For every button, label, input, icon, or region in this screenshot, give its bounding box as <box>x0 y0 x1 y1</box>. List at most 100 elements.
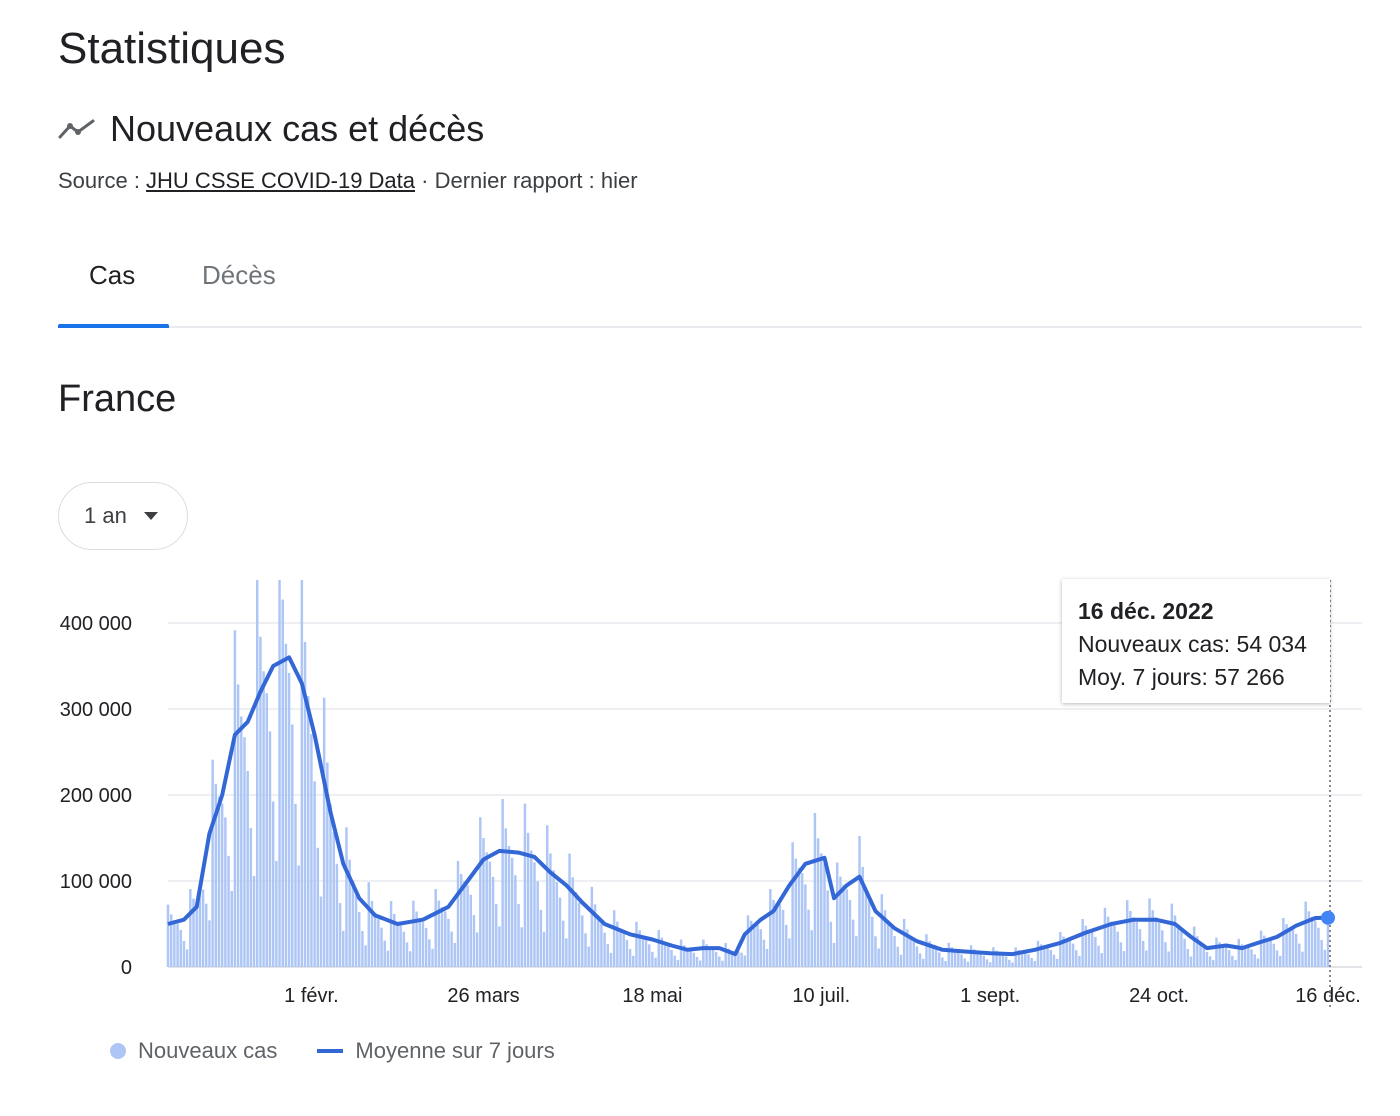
case-bar <box>198 892 202 967</box>
case-bar <box>249 828 253 967</box>
case-bar <box>587 946 590 967</box>
case-bar <box>236 684 240 967</box>
case-bar <box>692 952 696 967</box>
case-bar <box>361 931 364 967</box>
case-bar <box>867 900 871 967</box>
case-bar <box>262 671 265 967</box>
case-bar <box>402 931 406 967</box>
case-bar <box>1049 949 1052 967</box>
case-bar <box>785 924 788 967</box>
case-bar <box>1240 944 1244 967</box>
case-bar <box>345 827 348 967</box>
case-bar <box>976 951 979 967</box>
case-bar <box>944 961 947 967</box>
source-link[interactable]: JHU CSSE COVID-19 Data <box>146 168 416 193</box>
case-bar <box>220 803 224 967</box>
hover-point <box>1321 910 1335 925</box>
cases-chart[interactable]: 0 100 000 200 000 300 000 400 000 1 févr. 26 … <box>0 560 1400 1010</box>
case-bar <box>1180 931 1183 967</box>
case-bar <box>950 947 954 967</box>
case-bar <box>1036 940 1040 967</box>
case-bar <box>874 936 877 967</box>
case-bar <box>966 961 970 967</box>
x-tick-label: 1 févr. <box>284 985 338 1007</box>
case-bar <box>510 857 514 967</box>
case-bar <box>826 890 829 967</box>
case-bar <box>405 942 409 967</box>
case-bar <box>342 930 345 967</box>
case-bar <box>577 902 581 967</box>
case-bar <box>880 894 884 967</box>
case-bar <box>306 696 310 967</box>
case-bar <box>1008 959 1011 967</box>
legend-cases-swatch <box>110 1043 126 1059</box>
case-bar <box>1141 940 1145 967</box>
case-bar <box>1125 900 1129 967</box>
case-bar <box>749 920 753 967</box>
case-bar <box>1135 922 1139 967</box>
range-dropdown[interactable]: 1 an <box>58 482 188 550</box>
case-bar <box>1272 943 1276 967</box>
case-bar <box>1196 936 1199 967</box>
case-bar <box>424 927 428 967</box>
source-line: Source : JHU CSSE COVID-19 Data · Dernie… <box>58 168 638 194</box>
case-bar <box>1208 956 1212 967</box>
source-label: Source : <box>58 168 147 193</box>
y-tick-label: 100 000 <box>60 871 132 893</box>
case-bar <box>214 783 218 967</box>
case-bar <box>322 697 326 967</box>
case-bar <box>1170 903 1174 967</box>
legend-average-swatch <box>317 1049 344 1053</box>
case-bar <box>1215 937 1218 967</box>
case-bar <box>896 946 900 967</box>
case-bar <box>1017 950 1021 967</box>
case-bar <box>727 948 731 967</box>
case-bar <box>1164 942 1167 967</box>
case-bar <box>606 944 610 967</box>
case-bar <box>444 911 447 967</box>
case-bar <box>1087 929 1091 967</box>
case-bar <box>858 836 861 967</box>
case-bar <box>906 929 909 967</box>
case-bar <box>421 922 425 967</box>
case-bar <box>746 915 750 967</box>
case-bar <box>1176 924 1180 967</box>
case-bar <box>310 734 313 967</box>
case-bar <box>813 812 817 967</box>
case-bar <box>1071 943 1075 967</box>
case-bar <box>373 912 377 967</box>
case-bar <box>1068 940 1072 967</box>
case-bar <box>485 852 488 967</box>
case-bar <box>1282 917 1285 967</box>
case-bar <box>1094 936 1097 967</box>
x-axis-ticks: 1 févr. 26 mars 18 mai 10 juil. 1 sept. 24 oc… <box>284 985 1361 1007</box>
case-bar <box>1116 931 1119 967</box>
case-bar <box>568 853 571 967</box>
case-bar <box>313 781 316 967</box>
tab-cases[interactable]: Cas <box>89 260 136 290</box>
case-bar <box>189 889 192 967</box>
case-bar <box>300 580 304 967</box>
case-bar <box>1227 950 1231 967</box>
case-bar <box>1189 956 1193 967</box>
case-bar <box>440 907 444 967</box>
case-bar <box>1256 958 1260 967</box>
tab-deaths[interactable]: Décès <box>202 260 276 290</box>
y-tick-label: 0 <box>121 957 132 979</box>
case-bar <box>1090 932 1094 967</box>
case-bar <box>545 825 549 967</box>
case-bar <box>689 950 692 967</box>
case-bar <box>504 828 508 967</box>
case-bar <box>886 920 890 967</box>
case-bar <box>265 693 269 967</box>
y-tick-label: 400 000 <box>60 613 132 635</box>
case-bar <box>804 884 807 967</box>
case-bar <box>941 957 944 967</box>
case-bar <box>357 911 361 967</box>
case-bar <box>708 947 711 967</box>
case-bar <box>192 898 195 967</box>
x-tick-label: 10 juil. <box>792 985 850 1007</box>
case-bar <box>1132 917 1135 967</box>
case-bar <box>182 940 186 967</box>
case-bar <box>638 930 641 967</box>
